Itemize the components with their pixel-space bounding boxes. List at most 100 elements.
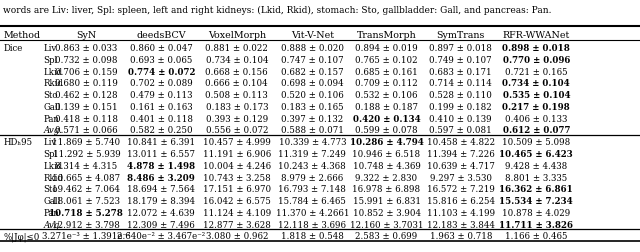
Text: 10.743 ± 3.258: 10.743 ± 3.258 [203,173,271,182]
Text: 12.072 ± 4.639: 12.072 ± 4.639 [127,208,195,217]
Text: 16.572 ± 7.219: 16.572 ± 7.219 [427,185,495,194]
Text: Gall: Gall [44,103,61,111]
Text: 0.706 ± 0.159: 0.706 ± 0.159 [55,67,118,76]
Text: 10.718 ± 5.278: 10.718 ± 5.278 [49,208,124,217]
Text: 0.599 ± 0.078: 0.599 ± 0.078 [355,126,418,135]
Text: RFR-WWANet: RFR-WWANet [502,31,570,40]
Text: SymTrans: SymTrans [436,31,485,40]
Text: 3.271e⁻³ ± 1.391e⁻²: 3.271e⁻³ ± 1.391e⁻² [42,232,131,240]
Text: 0.406 ± 0.133: 0.406 ± 0.133 [505,114,568,123]
Text: 10.509 ± 5.098: 10.509 ± 5.098 [502,138,570,147]
Text: 10.878 ± 4.029: 10.878 ± 4.029 [502,208,570,217]
Text: 0.217 ± 0.198: 0.217 ± 0.198 [502,103,570,111]
Text: 0.680 ± 0.119: 0.680 ± 0.119 [55,79,118,88]
Text: 0.183 ± 0.165: 0.183 ± 0.165 [281,103,344,111]
Text: 0.183 ± 0.173: 0.183 ± 0.173 [205,103,268,111]
Text: 0.556 ± 0.072: 0.556 ± 0.072 [205,126,268,135]
Text: 9.322 ± 2.830: 9.322 ± 2.830 [355,173,418,182]
Text: 1.963 ± 0.718: 1.963 ± 0.718 [429,232,492,240]
Text: 10.004 ± 4.246: 10.004 ± 4.246 [203,161,271,170]
Text: 10.946 ± 6.518: 10.946 ± 6.518 [353,149,420,158]
Text: 10.286 ± 4.794: 10.286 ± 4.794 [349,138,424,147]
Text: Rkid: Rkid [44,173,63,182]
Text: Pan: Pan [44,208,60,217]
Text: Method: Method [3,31,40,40]
Text: 15.991 ± 6.831: 15.991 ± 6.831 [353,196,420,205]
Text: Liv: Liv [44,138,57,147]
Text: 0.770 ± 0.096: 0.770 ± 0.096 [502,56,570,65]
Text: %|Jφ|≤0: %|Jφ|≤0 [3,231,40,241]
Text: 9.297 ± 3.530: 9.297 ± 3.530 [430,173,492,182]
Text: Liv: Liv [44,44,57,53]
Text: 0.709 ± 0.112: 0.709 ± 0.112 [355,79,418,88]
Text: 0.393 ± 0.129: 0.393 ± 0.129 [205,114,268,123]
Text: 16.042 ± 6.575: 16.042 ± 6.575 [203,196,271,205]
Text: 1.818 ± 0.548: 1.818 ± 0.548 [281,232,344,240]
Text: 0.397 ± 0.132: 0.397 ± 0.132 [281,114,344,123]
Text: 0.863 ± 0.033: 0.863 ± 0.033 [55,44,118,53]
Text: 10.639 ± 4.717: 10.639 ± 4.717 [427,161,495,170]
Text: 3.080 ± 0.962: 3.080 ± 0.962 [205,232,268,240]
Text: 0.860 ± 0.047: 0.860 ± 0.047 [130,44,193,53]
Text: 11.370 ± 4.2661: 11.370 ± 4.2661 [276,208,349,217]
Text: 0.732 ± 0.098: 0.732 ± 0.098 [55,56,118,65]
Text: 10.458 ± 4.822: 10.458 ± 4.822 [427,138,495,147]
Text: 11.292 ± 5.939: 11.292 ± 5.939 [52,149,120,158]
Text: 8.979 ± 2.666: 8.979 ± 2.666 [281,173,344,182]
Text: 0.898 ± 0.018: 0.898 ± 0.018 [502,44,570,53]
Text: Spl: Spl [44,149,58,158]
Text: 0.714 ± 0.114: 0.714 ± 0.114 [429,79,492,88]
Text: 10.748 ± 4.369: 10.748 ± 4.369 [353,161,420,170]
Text: 0.683 ± 0.171: 0.683 ± 0.171 [429,67,492,76]
Text: 19.462 ± 7.064: 19.462 ± 7.064 [52,185,120,194]
Text: 0.479 ± 0.113: 0.479 ± 0.113 [130,91,193,100]
Text: 0.597 ± 0.081: 0.597 ± 0.081 [429,126,492,135]
Text: Gall: Gall [44,196,61,205]
Text: 11.394 ± 7.226: 11.394 ± 7.226 [427,149,495,158]
Text: 0.528 ± 0.110: 0.528 ± 0.110 [429,91,492,100]
Text: 0.888 ± 0.020: 0.888 ± 0.020 [281,44,344,53]
Text: 0.685 ± 0.161: 0.685 ± 0.161 [355,67,418,76]
Text: 12.912 ± 3.798: 12.912 ± 3.798 [52,220,120,229]
Text: Avg.: Avg. [44,220,63,229]
Text: 12.877 ± 3.628: 12.877 ± 3.628 [203,220,271,229]
Text: 8.801 ± 3.335: 8.801 ± 3.335 [505,173,568,182]
Text: TransMorph: TransMorph [356,31,417,40]
Text: 10.243 ± 4.368: 10.243 ± 4.368 [278,161,346,170]
Text: 17.151 ± 6.970: 17.151 ± 6.970 [203,185,271,194]
Text: 0.520 ± 0.106: 0.520 ± 0.106 [281,91,344,100]
Text: Dice: Dice [3,44,22,53]
Text: 0.721 ± 0.165: 0.721 ± 0.165 [505,67,568,76]
Text: 0.582 ± 0.250: 0.582 ± 0.250 [130,126,193,135]
Text: 11.319 ± 7.249: 11.319 ± 7.249 [278,149,346,158]
Text: 12.309 ± 7.496: 12.309 ± 7.496 [127,220,195,229]
Text: 18.061 ± 7.523: 18.061 ± 7.523 [52,196,120,205]
Text: 11.869 ± 5.740: 11.869 ± 5.740 [52,138,120,147]
Text: 0.734 ± 0.104: 0.734 ± 0.104 [502,79,570,88]
Text: 18.179 ± 8.394: 18.179 ± 8.394 [127,196,195,205]
Text: 10.841 ± 6.391: 10.841 ± 6.391 [127,138,195,147]
Text: 2.640e⁻² ± 3.467e⁻²: 2.640e⁻² ± 3.467e⁻² [117,232,205,240]
Text: 10.852 ± 3.904: 10.852 ± 3.904 [353,208,420,217]
Text: Avg.: Avg. [44,126,63,135]
Text: 0.188 ± 0.187: 0.188 ± 0.187 [355,103,418,111]
Text: 12.183 ± 3.844: 12.183 ± 3.844 [427,220,495,229]
Text: SyN: SyN [76,31,97,40]
Text: 16.793 ± 7.148: 16.793 ± 7.148 [278,185,346,194]
Text: 10.465 ± 6.423: 10.465 ± 6.423 [499,149,573,158]
Text: 0.462 ± 0.128: 0.462 ± 0.128 [55,91,118,100]
Text: 0.734 ± 0.104: 0.734 ± 0.104 [205,56,268,65]
Text: Vit-V-Net: Vit-V-Net [291,31,334,40]
Text: 15.534 ± 7.234: 15.534 ± 7.234 [499,196,573,205]
Text: words are Liv: liver, Spl: spleen, left and right kidneys: (Lkid, Rkid), stomach: words are Liv: liver, Spl: spleen, left … [3,6,552,15]
Text: Sto: Sto [44,91,58,100]
Text: 11.103 ± 4.199: 11.103 ± 4.199 [427,208,495,217]
Text: 0.881 ± 0.022: 0.881 ± 0.022 [205,44,268,53]
Text: 9.428 ± 4.438: 9.428 ± 4.438 [505,161,568,170]
Text: 0.199 ± 0.182: 0.199 ± 0.182 [429,103,492,111]
Text: 8.486 ± 3.209: 8.486 ± 3.209 [127,173,195,182]
Text: 0.749 ± 0.107: 0.749 ± 0.107 [429,56,492,65]
Text: Lkid: Lkid [44,67,63,76]
Text: 0.588 ± 0.071: 0.588 ± 0.071 [281,126,344,135]
Text: 0.747 ± 0.107: 0.747 ± 0.107 [281,56,344,65]
